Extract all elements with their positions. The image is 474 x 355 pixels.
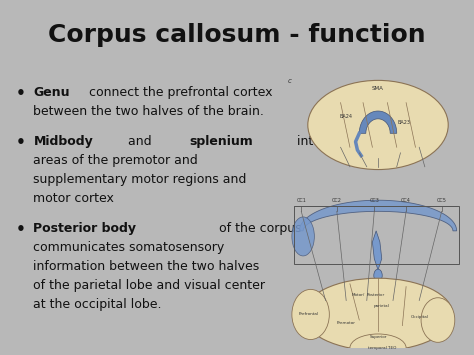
Text: areas of the premotor and: areas of the premotor and — [33, 154, 198, 167]
Text: connect the prefrontal cortex: connect the prefrontal cortex — [85, 86, 273, 99]
Ellipse shape — [303, 278, 453, 351]
Text: Midbody: Midbody — [33, 135, 93, 148]
Text: at the occipital lobe.: at the occipital lobe. — [33, 298, 162, 311]
Text: CC4: CC4 — [401, 198, 411, 203]
Text: and: and — [124, 135, 156, 148]
Text: Motor/: Motor/ — [352, 293, 365, 297]
Text: between the two halves of the brain.: between the two halves of the brain. — [33, 105, 264, 118]
Text: CC3: CC3 — [369, 198, 379, 203]
Text: SMA: SMA — [372, 86, 384, 91]
Text: temporal TEO: temporal TEO — [367, 346, 396, 350]
Text: supplementary motor regions and: supplementary motor regions and — [33, 173, 247, 186]
Text: communicates somatosensory: communicates somatosensory — [33, 241, 225, 254]
Text: BA23: BA23 — [398, 120, 411, 125]
Text: CC5: CC5 — [437, 198, 447, 203]
Ellipse shape — [292, 217, 314, 256]
Text: Occipital: Occipital — [410, 315, 428, 319]
Text: Posterior body: Posterior body — [33, 222, 137, 235]
Text: of the parietal lobe and visual center: of the parietal lobe and visual center — [33, 279, 265, 292]
Text: CC1: CC1 — [296, 198, 306, 203]
Text: motor cortex: motor cortex — [33, 192, 114, 205]
Ellipse shape — [421, 298, 455, 342]
Text: CC2: CC2 — [332, 198, 342, 203]
Polygon shape — [359, 111, 397, 133]
Ellipse shape — [374, 269, 382, 282]
Text: •: • — [15, 135, 25, 150]
Ellipse shape — [292, 289, 329, 339]
Text: Posterior: Posterior — [367, 293, 385, 297]
Text: parietal: parietal — [374, 304, 390, 308]
Bar — [294, 206, 458, 264]
Text: Corpus callosum - function: Corpus callosum - function — [48, 23, 426, 47]
Polygon shape — [373, 231, 382, 270]
Text: interconnect: interconnect — [293, 135, 376, 148]
Text: Genu: Genu — [33, 86, 70, 99]
Text: Premotor: Premotor — [337, 321, 356, 325]
Text: •: • — [15, 222, 25, 237]
Text: information between the two halves: information between the two halves — [33, 260, 260, 273]
Text: •: • — [15, 86, 25, 101]
Text: Prefrontal: Prefrontal — [299, 312, 319, 316]
Text: BA24: BA24 — [340, 114, 353, 119]
Text: c: c — [288, 78, 292, 83]
Ellipse shape — [308, 80, 448, 170]
Ellipse shape — [350, 334, 406, 355]
Text: of the corpus: of the corpus — [215, 222, 302, 235]
Text: splenium: splenium — [189, 135, 253, 148]
Text: Superior: Superior — [369, 335, 387, 339]
Polygon shape — [300, 200, 456, 231]
